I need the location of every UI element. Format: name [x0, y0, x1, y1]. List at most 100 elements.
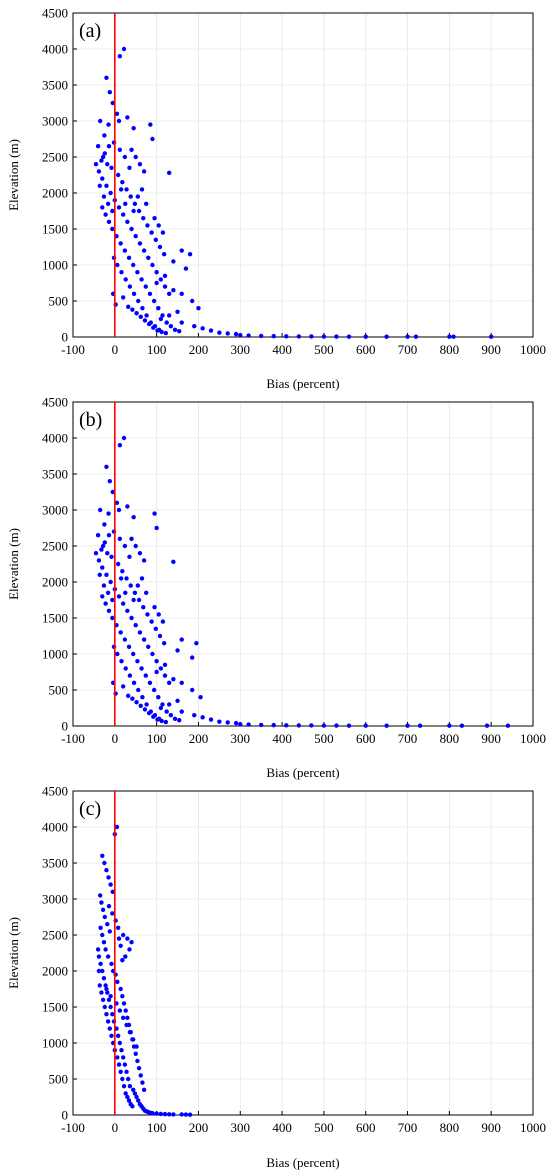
data-point [93, 162, 99, 167]
data-point [110, 1012, 115, 1017]
data-point [115, 561, 121, 567]
data-point [125, 115, 130, 120]
data-point [158, 316, 164, 322]
data-point [102, 914, 107, 920]
data-point [123, 201, 128, 206]
data-point [505, 723, 511, 728]
data-point [125, 504, 130, 509]
data-point [156, 612, 161, 617]
data-point [128, 194, 133, 199]
data-point [124, 187, 129, 192]
data-point [217, 719, 222, 724]
x-tick-label: 400 [272, 731, 292, 746]
data-point [164, 320, 169, 325]
data-point [150, 1111, 155, 1116]
data-point [104, 868, 109, 873]
data-point [124, 576, 129, 581]
data-point [119, 659, 124, 664]
data-point [106, 144, 112, 149]
data-point [158, 277, 164, 282]
data-point [363, 334, 368, 339]
data-point [284, 334, 289, 339]
data-point [118, 943, 123, 948]
y-tick-label: 3500 [42, 78, 68, 93]
data-point [131, 680, 137, 685]
panel-label: (c) [79, 798, 101, 820]
data-point [160, 313, 165, 318]
data-point [110, 100, 115, 106]
y-tick-label: 3000 [42, 503, 68, 518]
y-tick-label: 4500 [42, 784, 68, 799]
data-point [130, 1104, 135, 1109]
data-point [137, 241, 143, 246]
data-point [127, 1084, 133, 1089]
data-point [107, 929, 113, 934]
y-tick-label: 4000 [42, 431, 68, 446]
data-point [459, 723, 465, 728]
data-point [131, 1037, 136, 1042]
data-point [135, 270, 140, 275]
data-point [296, 334, 302, 339]
data-point [334, 723, 339, 728]
data-point [108, 882, 113, 887]
data-point [101, 583, 107, 588]
data-point [131, 515, 136, 520]
data-point [166, 170, 172, 176]
y-tick-label: 1500 [42, 611, 68, 626]
data-point [97, 572, 102, 577]
data-point [103, 601, 108, 606]
data-point [238, 722, 243, 727]
data-point [166, 702, 172, 707]
data-point [110, 889, 115, 894]
data-point [133, 623, 138, 628]
data-point [105, 954, 111, 959]
data-point [102, 540, 107, 545]
data-point [146, 255, 151, 260]
data-point [135, 583, 141, 588]
x-tick-label: 900 [481, 342, 501, 357]
data-point [106, 904, 112, 909]
data-point [179, 291, 184, 296]
data-point [106, 608, 112, 613]
data-point [151, 714, 156, 719]
data-point [108, 579, 113, 585]
data-point [141, 216, 146, 221]
data-point [141, 605, 146, 610]
y-tick-label: 0 [62, 330, 69, 345]
data-point [131, 1087, 136, 1093]
data-point [99, 158, 104, 163]
data-point [147, 291, 153, 296]
data-point [117, 536, 123, 541]
data-point [160, 702, 165, 707]
x-tick-label: 800 [440, 342, 460, 357]
data-point [114, 500, 120, 505]
data-point [101, 194, 107, 199]
data-point [98, 925, 103, 930]
data-point [116, 205, 122, 210]
data-point [96, 954, 102, 959]
y-tick-label: 4500 [42, 395, 68, 410]
data-point [139, 277, 144, 282]
y-tick-label: 1000 [42, 258, 68, 273]
data-point [154, 280, 159, 286]
data-point [189, 687, 195, 693]
data-point [164, 709, 169, 714]
data-point [175, 309, 180, 314]
data-point [136, 208, 142, 214]
data-point [168, 713, 174, 718]
data-point [151, 298, 157, 304]
data-point [96, 169, 102, 174]
data-point [138, 314, 143, 320]
data-point [120, 569, 125, 574]
data-point [138, 1073, 143, 1078]
data-point [189, 655, 195, 660]
data-point [447, 334, 452, 339]
data-point [150, 262, 155, 268]
y-tick-label: 500 [49, 1072, 69, 1087]
data-point [108, 1004, 113, 1010]
data-point [140, 306, 145, 311]
data-point [137, 630, 143, 635]
data-point [105, 1019, 111, 1024]
data-point [133, 543, 138, 549]
data-point [160, 230, 166, 235]
